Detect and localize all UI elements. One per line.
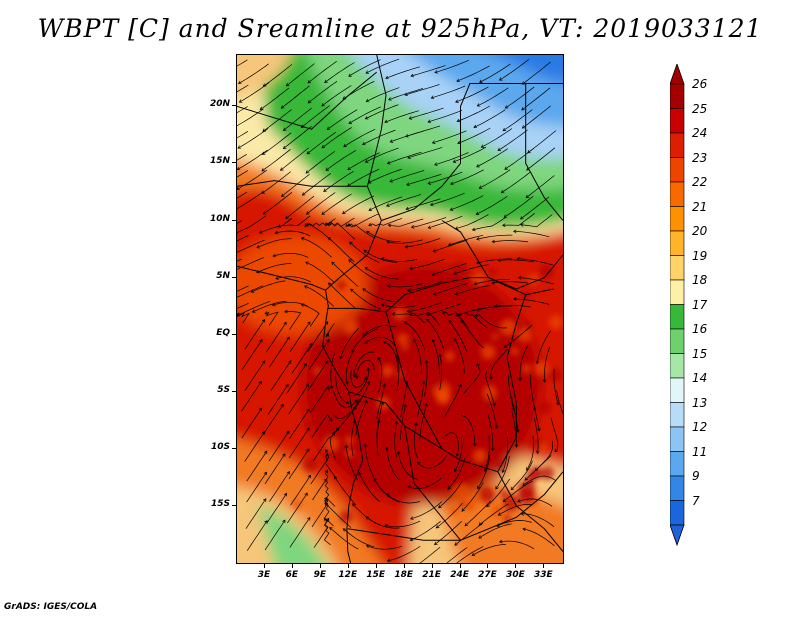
lat-tick-mark — [232, 390, 236, 392]
colorbar-under-arrow — [670, 524, 685, 547]
lat-tick-label: 10S — [210, 441, 230, 452]
lon-tick-label: 24E — [450, 570, 469, 580]
colorbar-swatch — [670, 181, 685, 207]
lon-tick-mark — [515, 564, 517, 568]
map-plot-area — [236, 54, 564, 564]
colorbar-label: 25 — [692, 101, 708, 116]
lon-tick-label: 15E — [366, 570, 386, 580]
lon-tick-label: 33E — [534, 570, 553, 580]
map-canvas — [237, 55, 563, 563]
lat-tick-mark — [232, 162, 236, 164]
colorbar-swatch — [670, 475, 685, 501]
lon-tick-label: 3E — [257, 570, 271, 580]
colorbar-label: 13 — [692, 395, 708, 410]
colorbar-swatch — [670, 132, 685, 158]
lat-tick-label: 10N — [209, 213, 230, 224]
lat-tick-label: 5S — [217, 384, 230, 395]
lon-tick-label: 30E — [506, 570, 525, 580]
colorbar-swatch — [670, 451, 685, 477]
lon-tick-label: 21E — [422, 570, 441, 580]
colorbar-label: 20 — [692, 224, 708, 238]
lon-tick-mark — [431, 564, 433, 568]
colorbar-label: 9 — [692, 469, 700, 483]
lat-tick-mark — [232, 333, 236, 335]
colorbar-swatch — [670, 230, 685, 256]
colorbar-swatch — [670, 500, 685, 526]
lat-tick-mark — [232, 276, 236, 278]
lon-tick-mark — [375, 564, 377, 568]
colorbar-swatch — [670, 255, 685, 281]
lat-tick-mark — [232, 105, 236, 107]
colorbar-swatch — [670, 402, 685, 428]
lat-tick-mark — [232, 447, 236, 449]
colorbar-label: 19 — [692, 248, 708, 263]
colorbar-label: 26 — [692, 77, 708, 91]
lat-tick-label: 5N — [216, 270, 230, 281]
lon-tick-mark — [291, 564, 293, 568]
colorbar-label: 22 — [692, 175, 708, 189]
colorbar-label: 17 — [692, 297, 708, 312]
lat-tick-label: 15S — [210, 498, 230, 509]
colorbar-swatch — [670, 353, 685, 379]
lon-tick-label: 12E — [338, 570, 358, 580]
colorbar-label: 18 — [692, 273, 708, 287]
colorbar-swatch — [670, 83, 685, 109]
colorbar-label: 15 — [692, 346, 708, 361]
colorbar-swatch — [670, 279, 685, 305]
colorbar-over-arrow — [670, 64, 685, 85]
color-legend — [670, 64, 685, 547]
lon-tick-mark — [263, 564, 265, 568]
colorbar-swatch — [670, 206, 685, 232]
colorbar-label: 23 — [692, 150, 708, 165]
colorbar-swatch — [670, 377, 685, 403]
colorbar-label: 14 — [692, 371, 708, 385]
colorbar-label: 24 — [692, 126, 708, 140]
colorbar-swatch — [670, 426, 685, 452]
lon-tick-label: 9E — [313, 570, 327, 580]
lat-tick-label: 20N — [209, 99, 230, 110]
map-title: WBPT [C] and Sreamline at 925hPa, VT: 20… — [37, 14, 763, 43]
lat-tick-mark — [232, 219, 236, 221]
colorbar-swatch — [670, 304, 685, 330]
colorbar-label: 12 — [692, 420, 708, 434]
lon-tick-label: 27E — [478, 570, 497, 580]
colorbar-label: 11 — [692, 444, 708, 459]
colorbar-label: 7 — [692, 493, 700, 508]
colorbar-swatch — [670, 328, 685, 354]
lon-tick-mark — [459, 564, 461, 568]
colorbar-label: 16 — [692, 322, 708, 336]
lon-tick-mark — [319, 564, 321, 568]
colorbar-label: 21 — [692, 199, 708, 214]
lat-tick-mark — [232, 504, 236, 506]
lon-tick-label: 6E — [285, 570, 299, 580]
lat-tick-label: EQ — [216, 327, 230, 338]
lon-tick-mark — [403, 564, 405, 568]
colorbar-swatch — [670, 157, 685, 183]
grads-credit: GrADS: IGES/COLA — [4, 602, 98, 612]
colorbar-swatch — [670, 108, 685, 134]
lon-tick-label: 18E — [394, 570, 413, 580]
lon-tick-mark — [487, 564, 489, 568]
lat-tick-label: 15N — [209, 156, 230, 167]
lon-tick-mark — [543, 564, 545, 568]
lon-tick-mark — [347, 564, 349, 568]
